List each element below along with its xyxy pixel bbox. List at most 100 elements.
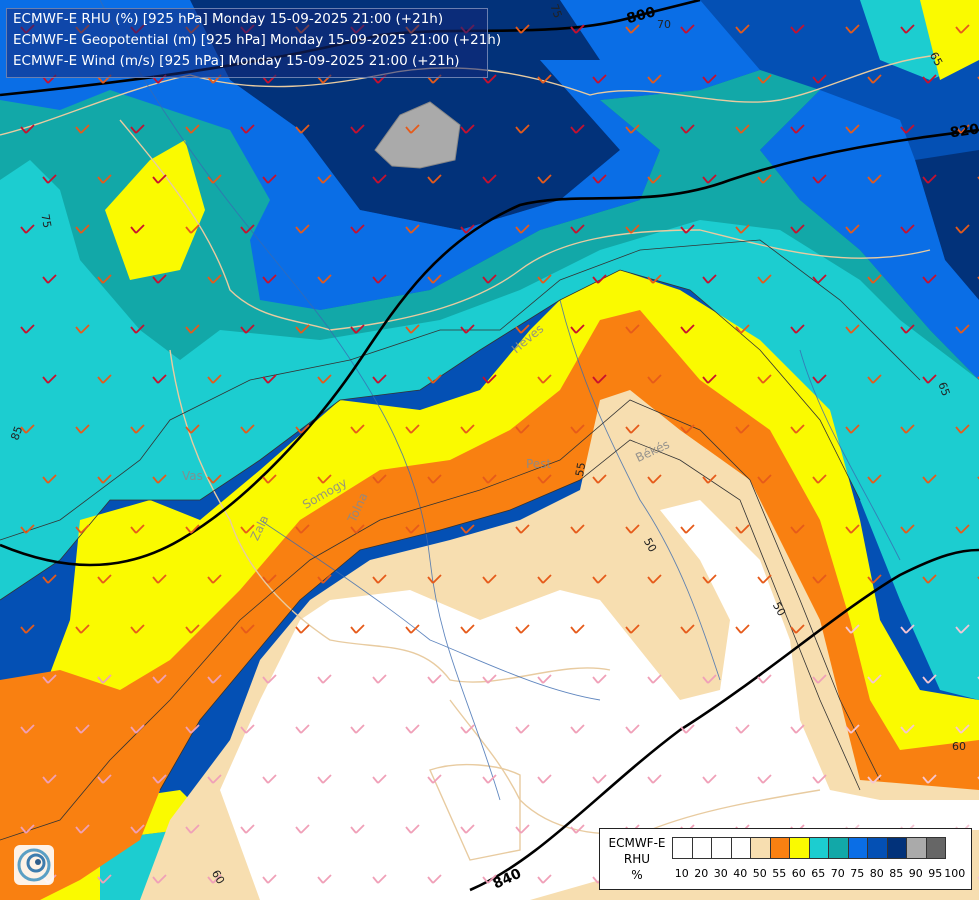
legend-swatch xyxy=(847,837,868,859)
wind-barb xyxy=(592,374,607,384)
wind-barb xyxy=(955,524,970,534)
wind-barb xyxy=(295,424,310,434)
wind-barb xyxy=(735,424,750,434)
wind-barb xyxy=(20,724,35,734)
wind-barb xyxy=(350,724,365,734)
contour-label: 75 xyxy=(38,213,53,229)
wind-barb xyxy=(790,524,805,534)
wind-barb xyxy=(97,774,112,784)
wind-barb xyxy=(372,874,387,884)
wind-barb xyxy=(262,674,277,684)
wind-barb xyxy=(592,74,607,84)
wind-barb xyxy=(350,324,365,334)
wind-barb xyxy=(460,824,475,834)
wind-barb xyxy=(922,574,937,584)
wind-barb xyxy=(812,174,827,184)
wind-barb xyxy=(42,674,57,684)
wind-barb xyxy=(207,374,222,384)
wind-barb xyxy=(592,774,607,784)
legend-tick: 10 xyxy=(674,867,689,880)
wind-barb xyxy=(97,274,112,284)
wind-barb xyxy=(757,74,772,84)
wind-barb xyxy=(405,424,420,434)
contour-label: 65 xyxy=(935,380,952,398)
rhu-field-55 xyxy=(0,310,979,900)
wind-barb xyxy=(207,274,222,284)
wind-barb xyxy=(152,674,167,684)
wind-barb xyxy=(427,874,442,884)
wind-barb xyxy=(42,474,57,484)
wind-barb xyxy=(845,324,860,334)
wind-barb xyxy=(75,724,90,734)
rhu-field-60-ne xyxy=(920,0,979,80)
wind-barb xyxy=(647,674,662,684)
wind-barb xyxy=(460,324,475,334)
legend-tick: 50 xyxy=(752,867,767,880)
wind-barb xyxy=(207,574,222,584)
rhu-field-90 xyxy=(374,101,461,169)
wind-barb xyxy=(350,424,365,434)
legend-title: ECMWF-E RHU % xyxy=(604,835,670,883)
wind-barb xyxy=(482,274,497,284)
legend-tick: 60 xyxy=(791,867,806,880)
wind-barb xyxy=(790,124,805,134)
wind-barb xyxy=(427,174,442,184)
wind-barb xyxy=(75,224,90,234)
wind-barb xyxy=(812,674,827,684)
wind-barb xyxy=(295,524,310,534)
wind-barb xyxy=(537,874,552,884)
wind-barb xyxy=(702,374,717,384)
wind-barb xyxy=(647,74,662,84)
wind-barb xyxy=(790,424,805,434)
wind-barb xyxy=(680,124,695,134)
wind-barb xyxy=(317,174,332,184)
wind-barb xyxy=(790,724,805,734)
wind-barb xyxy=(405,124,420,134)
contour-label: 50 xyxy=(641,536,659,555)
wind-barb xyxy=(900,124,915,134)
wind-barb xyxy=(592,274,607,284)
wind-barb xyxy=(812,774,827,784)
wind-barb xyxy=(427,474,442,484)
wind-barb xyxy=(207,674,222,684)
legend-swatch xyxy=(672,837,693,859)
wind-barb xyxy=(185,324,200,334)
wind-barb xyxy=(317,574,332,584)
wind-barb xyxy=(262,874,277,884)
wind-barb xyxy=(97,374,112,384)
wind-barb xyxy=(482,774,497,784)
legend-tick: 30 xyxy=(713,867,728,880)
legend-tick: 65 xyxy=(811,867,826,880)
legend-tick: 40 xyxy=(733,867,748,880)
wind-barb xyxy=(240,324,255,334)
wind-barb xyxy=(152,874,167,884)
wind-barb xyxy=(20,424,35,434)
wind-barb xyxy=(790,324,805,334)
legend-tick: 85 xyxy=(889,867,904,880)
wind-barb xyxy=(262,274,277,284)
wind-barb xyxy=(317,274,332,284)
wind-barb xyxy=(20,624,35,634)
wind-barb xyxy=(955,624,970,634)
legend-tick: 55 xyxy=(772,867,787,880)
label-800: 800 xyxy=(625,4,658,27)
legend-swatch xyxy=(808,837,829,859)
wind-barb xyxy=(570,224,585,234)
wind-barb xyxy=(647,174,662,184)
wind-barb xyxy=(20,824,35,834)
wind-barb xyxy=(482,674,497,684)
wind-barb xyxy=(570,624,585,634)
wind-barb xyxy=(350,124,365,134)
wind-barb xyxy=(262,774,277,784)
contour-label: 70 xyxy=(657,18,671,31)
wind-barb xyxy=(647,774,662,784)
legend-tick: 75 xyxy=(850,867,865,880)
color-legend: ECMWF-E RHU % 10 20 30 40 50 55 60 65 70 75 80 85 90… xyxy=(599,828,972,890)
wind-barb xyxy=(372,174,387,184)
wind-barb xyxy=(405,724,420,734)
wind-barb xyxy=(130,324,145,334)
wind-barb xyxy=(130,424,145,434)
legend-swatch xyxy=(828,837,849,859)
header-line-rhu: ECMWF-E RHU (%) [925 hPa] Monday 15-09-2… xyxy=(13,11,444,27)
wind-barb xyxy=(295,124,310,134)
